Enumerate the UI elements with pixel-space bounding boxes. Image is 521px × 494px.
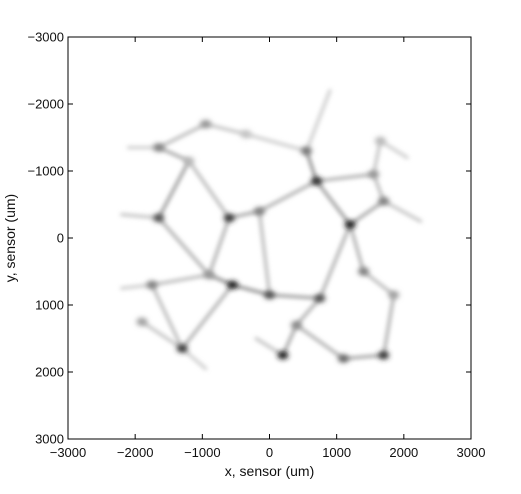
y-tick-label: 3000 bbox=[35, 432, 64, 447]
heatmap-hotspot bbox=[200, 120, 212, 129]
heatmap-hotspot bbox=[223, 213, 235, 222]
plot-area bbox=[68, 37, 471, 439]
heatmap-ridge bbox=[318, 223, 352, 300]
heatmap-ridge bbox=[207, 216, 231, 277]
y-axis: −3000 −2000 −1000 0 1000 2000 3000 bbox=[27, 30, 471, 447]
heatmap-ridge bbox=[348, 223, 366, 274]
heatmap-hotspot bbox=[378, 197, 390, 206]
heatmap-ridge bbox=[348, 199, 386, 227]
heatmap-ridge bbox=[150, 273, 211, 287]
heatmap-hotspot bbox=[153, 143, 165, 152]
heatmap-ridge bbox=[204, 122, 248, 136]
heatmap-hotspot bbox=[183, 156, 195, 165]
x-tick-label: −2000 bbox=[117, 445, 154, 460]
x-tick-label: 2000 bbox=[389, 445, 418, 460]
x-tick-label: −3000 bbox=[50, 445, 87, 460]
heatmap-hotspot bbox=[300, 146, 312, 155]
heatmap-image bbox=[120, 88, 423, 371]
heatmap-hotspot bbox=[146, 280, 158, 289]
heatmap-hotspot bbox=[203, 270, 215, 279]
heatmap-hotspot bbox=[153, 213, 165, 222]
heatmap-hotspot bbox=[368, 170, 380, 179]
heatmap-ridge bbox=[294, 323, 345, 361]
heatmap-ridge bbox=[314, 172, 376, 183]
y-tick-label: −3000 bbox=[27, 30, 64, 45]
heatmap-ridge bbox=[157, 216, 211, 277]
x-tick-label: −1000 bbox=[184, 445, 221, 460]
heatmap-hotspot bbox=[344, 220, 356, 229]
heatmap-ridge bbox=[187, 159, 231, 220]
heatmap-hotspot bbox=[264, 290, 275, 299]
heatmap-ridge bbox=[180, 346, 208, 371]
heatmap-ridge bbox=[120, 212, 161, 220]
y-tick-label: 0 bbox=[57, 231, 64, 246]
y-tick-label: −1000 bbox=[27, 164, 64, 179]
heatmap-ridge bbox=[244, 132, 309, 153]
heatmap-ridge bbox=[230, 283, 272, 297]
heatmap-hotspot bbox=[290, 321, 302, 330]
heatmap-hotspot bbox=[240, 130, 252, 139]
heatmap-hotspot bbox=[388, 290, 400, 299]
heatmap-edges bbox=[120, 88, 423, 371]
heatmap-hotspot bbox=[374, 136, 386, 145]
heatmap-ridge bbox=[140, 320, 184, 351]
heatmap-hotspot bbox=[311, 177, 323, 186]
heatmap-ridge bbox=[257, 179, 319, 213]
y-tick-label: 1000 bbox=[35, 298, 64, 313]
heatmap-ridge bbox=[254, 336, 285, 357]
heatmap-ridge bbox=[267, 293, 322, 300]
heatmap-hotspot bbox=[253, 207, 265, 216]
heatmap-ridge bbox=[382, 293, 396, 357]
heatmap-hotspot bbox=[314, 294, 326, 303]
x-tick-label: 1000 bbox=[322, 445, 351, 460]
heatmap-ridge bbox=[281, 323, 298, 357]
y-axis-label: y, sensor (um) bbox=[2, 194, 18, 282]
heatmap-hotspot bbox=[337, 354, 349, 363]
heatmap-nodes bbox=[136, 120, 400, 363]
x-axis-label: x, sensor (um) bbox=[225, 463, 314, 479]
heatmap-ridge bbox=[361, 269, 396, 297]
heatmap-hotspot bbox=[277, 351, 289, 360]
y-tick-label: 2000 bbox=[35, 365, 64, 380]
heatmap-ridge bbox=[372, 172, 386, 203]
heatmap-ridge bbox=[314, 179, 352, 227]
heatmap-ridge bbox=[294, 296, 322, 327]
heatmap-ridge bbox=[157, 122, 208, 150]
heatmap-hotspot bbox=[358, 267, 370, 276]
heatmap-ridge bbox=[157, 145, 191, 163]
heatmap-ridge bbox=[372, 139, 382, 176]
heatmap-ridge bbox=[341, 353, 386, 361]
heatmap-ridge bbox=[180, 283, 235, 351]
y-tick-label: −2000 bbox=[27, 97, 64, 112]
heatmap-hotspot bbox=[378, 351, 390, 360]
heatmap-hotspot bbox=[136, 317, 148, 326]
heatmap-ridge bbox=[157, 159, 191, 220]
heatmap-ridge bbox=[257, 209, 272, 297]
heatmap-ridge bbox=[304, 88, 332, 153]
heatmap-ridge bbox=[378, 139, 409, 160]
heatmap-ridge bbox=[382, 199, 423, 223]
heatmap-ridge bbox=[304, 149, 319, 183]
x-tick-label: 3000 bbox=[457, 445, 486, 460]
heatmap-hotspot bbox=[176, 344, 188, 353]
x-tick-label: 0 bbox=[266, 445, 273, 460]
x-axis: −3000 −2000 −1000 0 1000 2000 3000 bbox=[50, 37, 486, 460]
heatmap-ridge bbox=[150, 283, 184, 351]
heatmap-hotspot bbox=[227, 280, 239, 289]
